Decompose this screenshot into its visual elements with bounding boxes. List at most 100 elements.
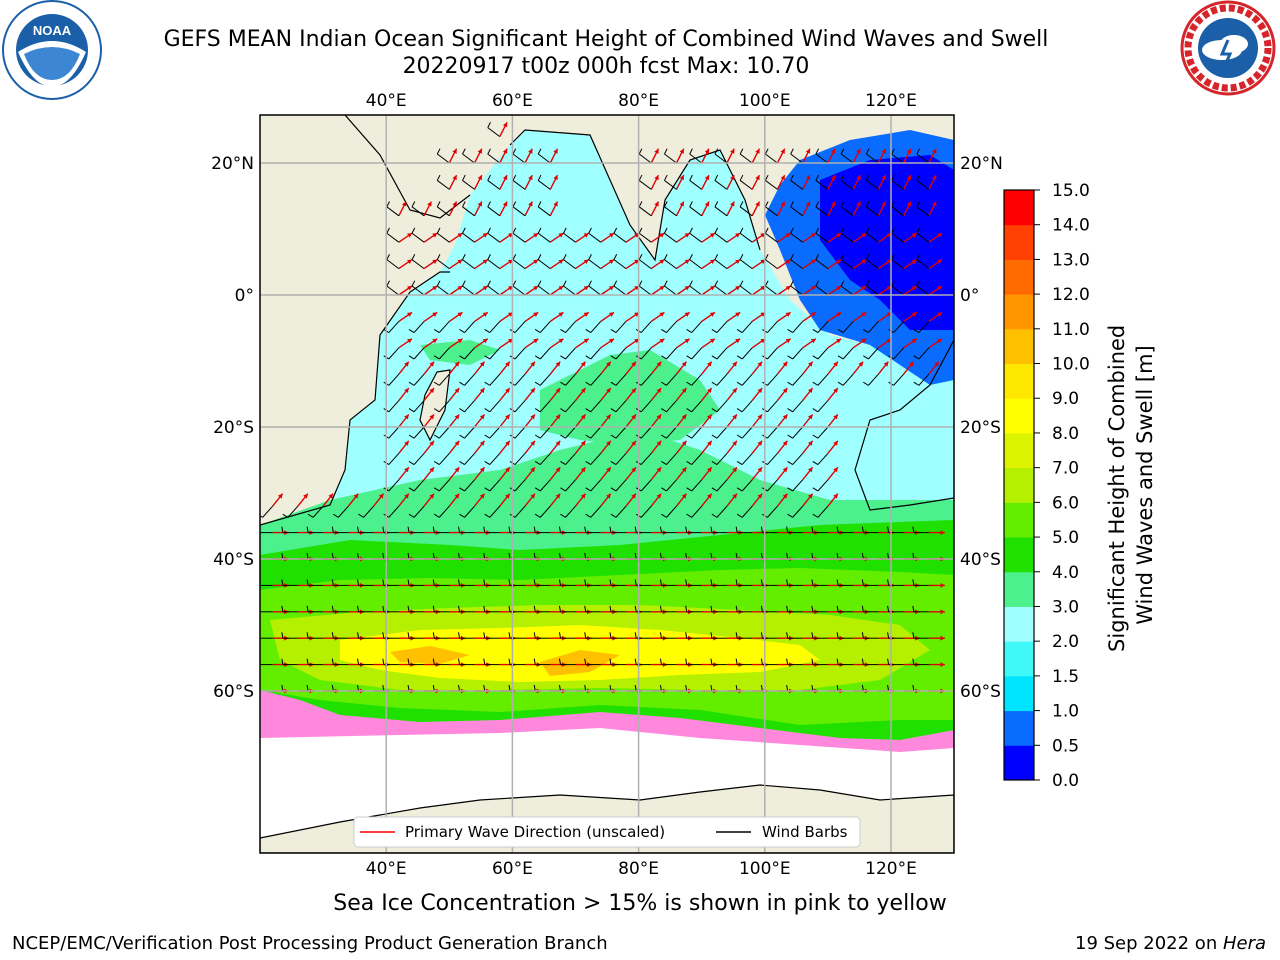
wind-barb-flag bbox=[533, 605, 536, 612]
wind-barb-flag bbox=[331, 685, 334, 692]
wave-arrow-head bbox=[656, 414, 662, 420]
wind-barb-flag bbox=[912, 658, 915, 665]
wind-barb-flag bbox=[584, 685, 587, 692]
wave-arrow-head bbox=[732, 414, 737, 420]
y-tick-label-left: 40°S bbox=[213, 550, 254, 570]
wind-barb bbox=[790, 153, 803, 164]
chart-title: GEFS MEAN Indian Ocean Significant Heigh… bbox=[163, 27, 1049, 52]
wind-barb-flag bbox=[787, 460, 793, 466]
chart-subtitle: 20220917 t00z 000h fcst Max: 10.70 bbox=[402, 54, 810, 79]
wave-arrow-head bbox=[732, 467, 737, 473]
wind-barb bbox=[615, 347, 627, 360]
wind-barb-flag bbox=[433, 487, 440, 492]
wave-arrow-head bbox=[810, 233, 816, 238]
wind-barb-flag bbox=[560, 434, 566, 439]
colorbar-segment bbox=[1004, 398, 1034, 434]
wind-barb bbox=[817, 453, 829, 465]
wind-barb bbox=[689, 232, 702, 243]
wind-barb-flag bbox=[659, 632, 662, 639]
wind-barb bbox=[792, 347, 804, 360]
wind-barb bbox=[739, 206, 753, 217]
wind-barb-flag bbox=[487, 227, 491, 234]
wind-barb-flag bbox=[331, 579, 334, 586]
wind-barb-flag bbox=[610, 487, 617, 492]
wave-arrow-head bbox=[555, 414, 561, 420]
wind-barb bbox=[438, 400, 450, 413]
wind-barb-flag bbox=[865, 201, 870, 208]
wave-arrow-head bbox=[482, 312, 488, 317]
wind-barb-flag bbox=[861, 685, 864, 692]
wind-barb-flag bbox=[764, 227, 769, 234]
coastline-australia bbox=[854, 339, 954, 511]
wind-barb bbox=[640, 400, 652, 413]
wind-barb bbox=[537, 153, 551, 164]
wind-barb bbox=[792, 505, 804, 518]
grid bbox=[260, 115, 954, 853]
wind-barb-flag bbox=[411, 227, 416, 234]
wave-arrow-head bbox=[940, 530, 945, 535]
wind-barb bbox=[565, 453, 576, 465]
wind-barb-flag bbox=[560, 408, 566, 413]
wave-arrow-head bbox=[757, 493, 763, 499]
wind-barb-flag bbox=[462, 148, 466, 155]
wind-barb-flag bbox=[512, 227, 517, 234]
wind-barb bbox=[792, 373, 804, 386]
wind-barb-flag bbox=[912, 526, 915, 533]
wind-barb-flag bbox=[661, 408, 667, 413]
wave-arrow-head bbox=[528, 201, 533, 207]
wind-barb-flag bbox=[408, 355, 415, 360]
wave-arrow-head bbox=[452, 201, 457, 207]
wind-barb-flag bbox=[689, 254, 693, 260]
wind-barb bbox=[664, 259, 677, 270]
wave-arrow-head bbox=[429, 388, 435, 393]
wind-barb bbox=[537, 285, 551, 296]
wind-barb-flag bbox=[887, 632, 890, 639]
wind-barb bbox=[512, 285, 526, 296]
wind-barb-flag bbox=[634, 526, 637, 533]
colorbar-segment bbox=[1004, 294, 1034, 330]
wave-arrow-head bbox=[659, 233, 665, 238]
wind-barb-flag bbox=[861, 658, 864, 665]
colorbar-tick-label: 15.0 bbox=[1052, 181, 1090, 201]
wave-arrow-head bbox=[679, 201, 684, 207]
wind-barb-flag bbox=[787, 328, 793, 334]
colorbar-segment bbox=[1004, 224, 1034, 260]
wind-barb-flag bbox=[357, 658, 360, 665]
wave-arrow-head bbox=[659, 285, 665, 291]
wind-barb-flag bbox=[735, 685, 738, 692]
wind-barb-flag bbox=[739, 227, 744, 234]
wave-arrow-head bbox=[906, 148, 912, 154]
wave-arrow-head bbox=[805, 201, 811, 207]
wind-barb bbox=[537, 259, 551, 270]
wind-barb bbox=[590, 321, 602, 333]
wind-barb-flag bbox=[408, 487, 415, 492]
wind-barb bbox=[464, 347, 475, 360]
wind-barb bbox=[916, 180, 930, 190]
wind-barb bbox=[741, 400, 753, 413]
wind-barb-flag bbox=[661, 328, 667, 334]
wind-barb bbox=[714, 285, 728, 296]
wind-barb-flag bbox=[736, 355, 743, 360]
wind-barb-flag bbox=[306, 658, 309, 665]
wind-barb bbox=[565, 347, 576, 360]
wave-arrow-head bbox=[457, 285, 463, 291]
wind-barb-flag bbox=[459, 381, 465, 386]
wave-arrow-head bbox=[707, 414, 712, 420]
nws-logo bbox=[1180, 0, 1276, 96]
wave-arrow-head bbox=[808, 388, 813, 393]
wind-barb-flag bbox=[357, 553, 360, 560]
wind-barb bbox=[741, 505, 753, 518]
wave-arrow-head bbox=[735, 233, 741, 238]
wind-barb bbox=[691, 347, 703, 360]
wave-arrow-head bbox=[477, 201, 482, 207]
wind-barb-flag bbox=[458, 553, 461, 560]
wind-barb-flag bbox=[433, 328, 440, 334]
wind-barb bbox=[716, 426, 728, 439]
wind-barb-flag bbox=[685, 553, 688, 560]
wind-barb-flag bbox=[357, 526, 360, 533]
wind-barb-flag bbox=[786, 632, 789, 639]
wave-arrow-head bbox=[631, 388, 636, 393]
wind-barb-flag bbox=[663, 254, 668, 260]
wind-barb bbox=[615, 505, 627, 518]
wind-barb bbox=[615, 400, 627, 413]
